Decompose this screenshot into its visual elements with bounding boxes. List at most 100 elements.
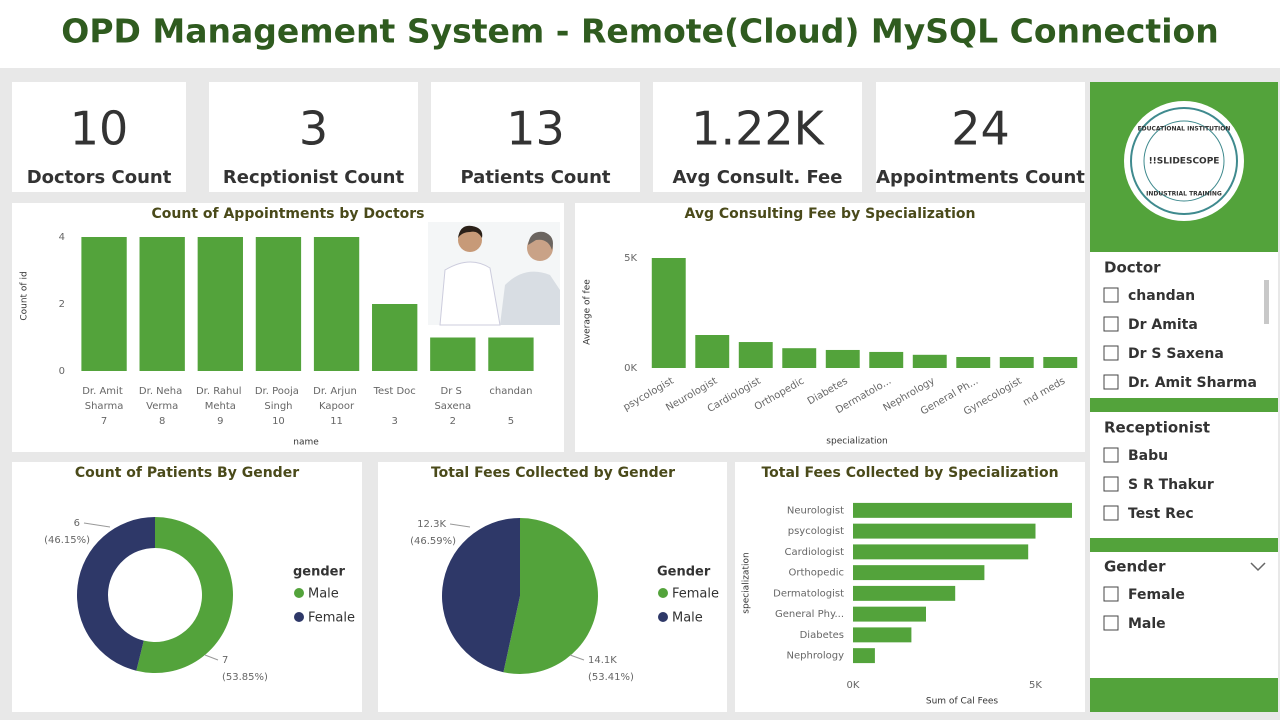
bar: [853, 502, 1072, 518]
percent-label: (53.41%): [588, 672, 634, 683]
x-tick-label: Test Doc: [373, 386, 416, 397]
figure: [500, 271, 560, 325]
slicer-item[interactable]: Test Rec: [1128, 506, 1194, 522]
checkbox[interactable]: [1103, 345, 1119, 361]
bar: [853, 585, 956, 601]
checkbox[interactable]: [1103, 505, 1119, 521]
y-tick-label: 0: [59, 366, 65, 377]
y-tick-label: psycologist: [788, 526, 844, 537]
chevron[interactable]: [1250, 562, 1266, 572]
divider: [1090, 398, 1278, 412]
x-subcategory-label: 10: [272, 416, 285, 427]
slicer-item[interactable]: S R Thakur: [1128, 477, 1214, 493]
legend-swatch: [294, 588, 304, 598]
y-tick-label: Dermatologist: [773, 588, 844, 599]
leader-line: [204, 654, 219, 661]
legend-label: Male: [308, 587, 339, 602]
bar: [853, 523, 1036, 539]
page-title: OPD Management System - Remote(Cloud) My…: [61, 12, 1218, 51]
slicer-item[interactable]: Male: [1128, 616, 1166, 632]
checkbox[interactable]: [1103, 615, 1119, 631]
bar: [853, 627, 912, 643]
kpi-value: 10: [70, 102, 129, 156]
y-tick-label: Diabetes: [800, 630, 844, 641]
y-tick-label: Nephrology: [787, 651, 845, 662]
legend-title: Gender: [657, 565, 711, 580]
x-subcategory-label: 5: [508, 416, 514, 427]
y-tick-label: Cardiologist: [785, 547, 845, 558]
percent-label: (46.15%): [44, 535, 90, 546]
leader-line: [569, 654, 585, 661]
x-axis-title: Sum of Cal Fees: [926, 697, 999, 707]
logo-ring: [1143, 120, 1225, 202]
x-tick-label: chandan: [489, 386, 532, 397]
x-tick-label: Dr. Arjun Kapoor: [313, 386, 360, 412]
bar: [853, 565, 985, 581]
y-tick-label: Orthopedic: [789, 568, 844, 579]
data-label: 14.1K: [588, 655, 617, 666]
slicer-item[interactable]: chandan: [1128, 288, 1195, 304]
bar: [782, 348, 817, 368]
y-axis-title: specialization: [742, 552, 752, 613]
checkbox[interactable]: [1103, 447, 1119, 463]
x-tick-label: Dr. Rahul Mehta: [196, 386, 245, 412]
data-label: 7: [222, 655, 228, 666]
checkbox[interactable]: [1103, 476, 1119, 492]
slicer-item[interactable]: Babu: [1128, 448, 1168, 464]
bar: [999, 357, 1034, 368]
pie-slice: [441, 518, 520, 673]
bar: [197, 237, 243, 371]
bar: [488, 337, 534, 371]
y-tick-label: 2: [59, 299, 65, 310]
slicer-item[interactable]: Female: [1128, 587, 1185, 603]
bar: [430, 337, 476, 371]
checkbox[interactable]: [1103, 586, 1119, 602]
chart-panel: [575, 203, 1085, 452]
x-subcategory-label: 11: [330, 416, 343, 427]
checkbox[interactable]: [1103, 374, 1119, 390]
kpi-label: Recptionist Count: [223, 167, 405, 188]
percent-label: (53.85%): [222, 672, 268, 683]
x-tick-label: Dr. Pooja Singh: [255, 386, 302, 412]
bar: [255, 237, 302, 371]
pie-slice: [503, 518, 598, 674]
checkbox[interactable]: [1103, 287, 1119, 303]
slicer-title: Receptionist: [1104, 419, 1210, 437]
bar: [853, 544, 1029, 560]
bar: [825, 349, 860, 368]
doctor-photo: [428, 222, 560, 326]
kpi-value: 3: [299, 102, 328, 156]
legend-swatch: [658, 612, 668, 622]
chart-title: Count of Patients By Gender: [75, 465, 299, 481]
chart-title: Total Fees Collected by Specialization: [761, 465, 1058, 481]
x-tick-label: 0K: [847, 680, 860, 691]
kpi-label: Doctors Count: [27, 167, 172, 188]
x-subcategory-label: 2: [450, 416, 456, 427]
y-axis-title: Average of fee: [583, 279, 593, 345]
checkbox[interactable]: [1103, 316, 1119, 332]
logo-text: !!SLIDESCOPE: [1149, 157, 1220, 167]
data-label: 6: [74, 518, 80, 529]
bar: [869, 351, 904, 368]
kpi-value: 13: [506, 102, 565, 156]
kpi-card: [12, 82, 186, 192]
logo-text: EDUCATIONAL INSTITUTION: [1138, 126, 1231, 133]
kpi-value: 1.22K: [691, 102, 825, 156]
chart-panel: [12, 462, 362, 712]
kpi-label: Avg Consult. Fee: [673, 167, 843, 188]
legend-label: Female: [308, 611, 355, 626]
figure-hair: [528, 231, 553, 250]
slicer-item[interactable]: Dr Amita: [1128, 317, 1198, 333]
bar: [313, 237, 360, 371]
pie-slice: [77, 517, 155, 671]
leader-line: [449, 523, 471, 528]
logo-circle: [1124, 101, 1244, 221]
divider: [1090, 678, 1278, 712]
slicer-item[interactable]: Dr. Amit Sharma: [1128, 375, 1257, 391]
x-axis-title: name: [293, 438, 319, 448]
scrollbar[interactable]: [1264, 280, 1269, 324]
slicer-item[interactable]: Dr S Saxena: [1128, 346, 1224, 362]
figure: [439, 261, 501, 326]
x-axis-title: specialization: [826, 437, 887, 447]
chart-title: Avg Consulting Fee by Specialization: [685, 206, 976, 222]
